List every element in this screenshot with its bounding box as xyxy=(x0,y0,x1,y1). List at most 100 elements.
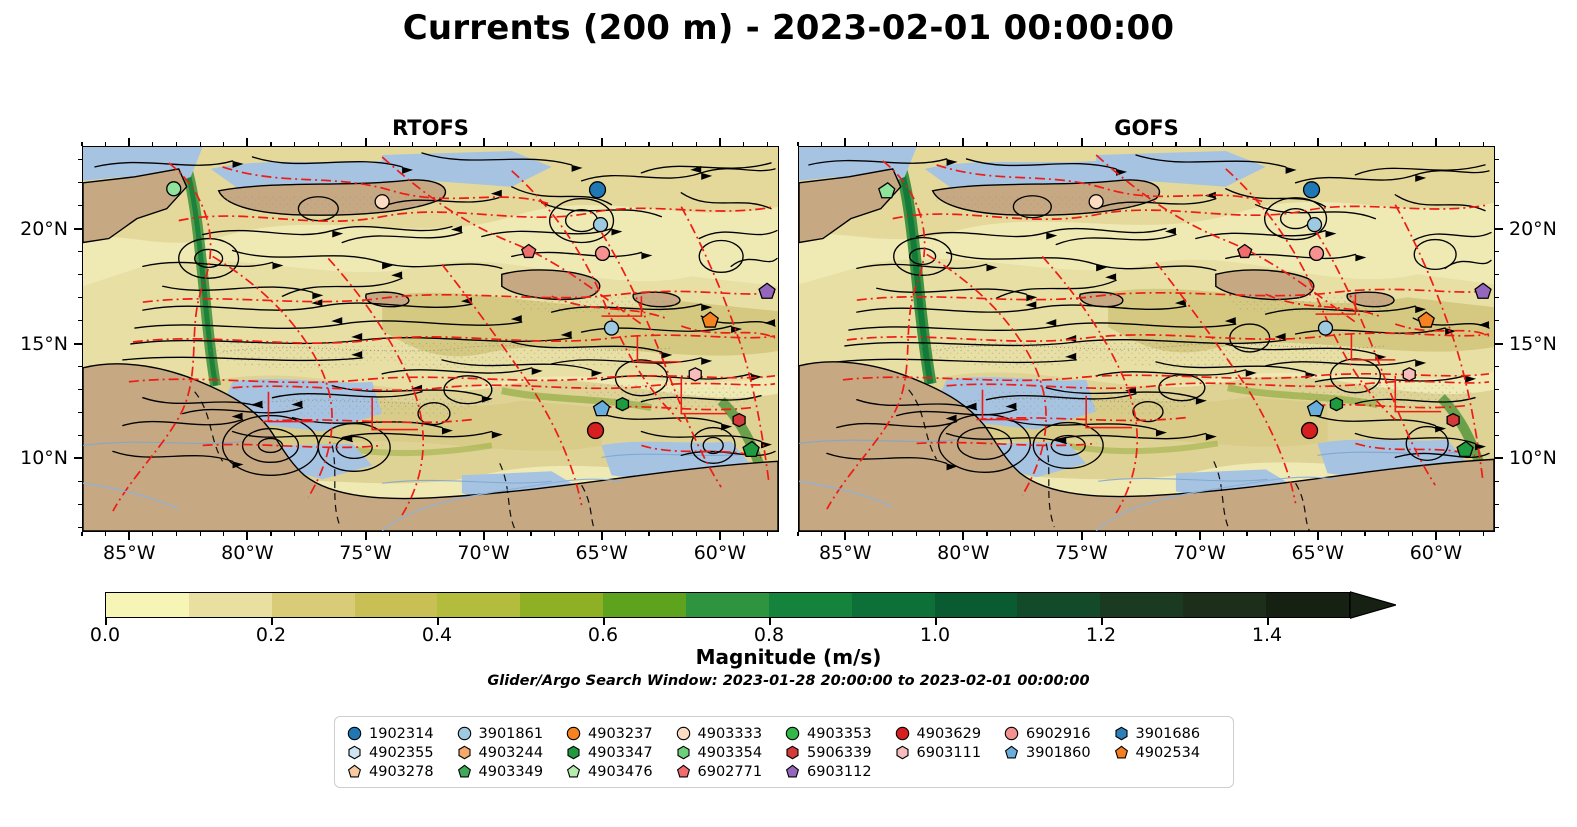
legend-item[interactable]: 4903278 xyxy=(347,764,457,780)
x-minor-tick xyxy=(294,142,296,146)
legend-item[interactable]: 1902314 xyxy=(347,726,457,742)
x-minor-tick xyxy=(868,532,870,536)
x-tick xyxy=(1316,532,1319,540)
colorbar-tick-label: 1.0 xyxy=(919,624,951,646)
legend-item[interactable]: 3901861 xyxy=(457,726,567,742)
colorbar-band xyxy=(188,593,272,617)
x-tick xyxy=(1434,532,1437,540)
legend-item[interactable]: 4903333 xyxy=(676,726,786,742)
x-minor-tick xyxy=(986,532,988,536)
y-minor-tick xyxy=(78,365,82,368)
map-render-rtofs xyxy=(83,147,778,531)
float-legend[interactable]: 1902314 3901861 4903237 4903333 4903353 49036… xyxy=(334,716,1234,788)
x-minor-tick xyxy=(1411,142,1413,146)
legend-item[interactable]: 3901686 xyxy=(1114,726,1224,742)
x-minor-tick xyxy=(553,532,556,536)
y-minor-tick xyxy=(78,411,82,414)
x-minor-tick xyxy=(766,142,768,146)
x-minor-tick xyxy=(270,532,272,536)
x-minor-tick xyxy=(199,142,201,146)
x-tick xyxy=(246,532,249,540)
y-minor-tick xyxy=(78,159,82,161)
search-window-subtitle: Glider/Argo Search Window: 2023-01-28 20… xyxy=(487,673,1090,689)
map-panel-gofs[interactable] xyxy=(798,146,1495,532)
map-render-gofs xyxy=(799,147,1494,531)
legend-item[interactable]: 4902355 xyxy=(347,745,457,761)
x-minor-tick xyxy=(1222,142,1224,146)
legend-label: 6903111 xyxy=(916,744,982,761)
x-minor-tick xyxy=(1010,532,1012,536)
x-tick-top xyxy=(482,138,485,146)
legend-label: 6902771 xyxy=(697,763,763,780)
legend-item[interactable]: 6903112 xyxy=(785,764,895,780)
x-tick-label: 80°W xyxy=(221,542,274,564)
y-minor-tick xyxy=(1495,365,1499,368)
x-minor-tick xyxy=(648,142,650,146)
legend-item[interactable]: 4902534 xyxy=(1114,745,1224,761)
legend-label: 4903354 xyxy=(697,744,763,761)
y-tick xyxy=(1495,457,1503,460)
legend-marker-circle-icon xyxy=(785,726,800,741)
colorbar-tick-label: 1.2 xyxy=(1085,624,1117,646)
x-minor-tick xyxy=(105,142,107,146)
legend-item[interactable]: 6903111 xyxy=(895,745,1005,761)
x-minor-tick xyxy=(891,142,894,146)
legend-item[interactable]: 4903354 xyxy=(676,745,786,761)
legend-label: 4903353 xyxy=(807,725,872,742)
x-minor-tick xyxy=(152,142,154,146)
x-minor-tick xyxy=(1482,532,1484,536)
legend-item[interactable]: 4903353 xyxy=(785,726,895,742)
x-minor-tick xyxy=(695,142,697,146)
y-minor-tick xyxy=(78,205,82,207)
legend-label: 6902916 xyxy=(1026,725,1091,742)
legend-item[interactable]: 6902771 xyxy=(676,764,786,780)
x-minor-tick xyxy=(891,532,894,536)
legend-item[interactable]: 6902916 xyxy=(1004,726,1114,742)
x-tick-top xyxy=(1316,138,1319,146)
legend-marker-pentagon-icon xyxy=(676,764,691,779)
y-tick xyxy=(1495,227,1503,230)
x-minor-tick xyxy=(1175,142,1177,146)
x-minor-tick xyxy=(1411,532,1413,536)
legend-item[interactable]: 4903347 xyxy=(566,745,676,761)
legend-label: 3901861 xyxy=(478,725,544,742)
legend-item[interactable]: 5906339 xyxy=(785,745,895,761)
legend-item[interactable]: 4903237 xyxy=(566,726,676,742)
x-minor-tick xyxy=(81,532,83,536)
y-minor-tick xyxy=(1495,388,1499,391)
legend-marker-hexagon-icon xyxy=(347,745,362,760)
colorbar[interactable] xyxy=(105,591,1396,619)
legend-item[interactable]: 4903244 xyxy=(457,745,567,761)
legend-item[interactable]: 4903349 xyxy=(457,764,567,780)
x-tick-label: 75°W xyxy=(339,542,392,564)
x-minor-tick xyxy=(672,532,674,536)
x-minor-tick xyxy=(175,142,178,146)
colorbar-band xyxy=(520,593,604,617)
legend-marker-hexagon-icon xyxy=(457,745,472,760)
legend-marker-pentagon-icon xyxy=(457,764,472,779)
colorbar-band xyxy=(271,593,355,617)
colorbar-tick-label: 1.4 xyxy=(1251,624,1283,646)
y-minor-tick xyxy=(78,526,82,528)
legend-label: 4903476 xyxy=(588,763,653,780)
map-panel-rtofs[interactable] xyxy=(82,146,779,532)
legend-item[interactable]: 3901860 xyxy=(1004,745,1114,761)
y-tick-label: 20°N xyxy=(1509,217,1557,240)
x-minor-tick xyxy=(388,532,390,536)
colorbar-tick-label: 0.8 xyxy=(753,624,785,646)
x-tick-top xyxy=(1198,138,1201,146)
x-minor-tick xyxy=(152,532,154,536)
legend-item[interactable]: 4903476 xyxy=(566,764,676,780)
x-minor-tick xyxy=(105,532,107,536)
x-minor-tick xyxy=(1033,532,1035,536)
legend-marker-pentagon-icon xyxy=(1114,745,1129,760)
colorbar-tick xyxy=(271,618,273,625)
legend-item[interactable]: 4903629 xyxy=(895,726,1005,742)
x-minor-tick xyxy=(553,142,556,146)
y-minor-tick xyxy=(1495,251,1499,253)
x-tick-label: 65°W xyxy=(1291,542,1345,564)
legend-label: 4903629 xyxy=(916,725,982,742)
colorbar-band xyxy=(934,593,1018,617)
x-minor-tick xyxy=(577,532,579,536)
x-minor-tick xyxy=(1364,142,1366,146)
